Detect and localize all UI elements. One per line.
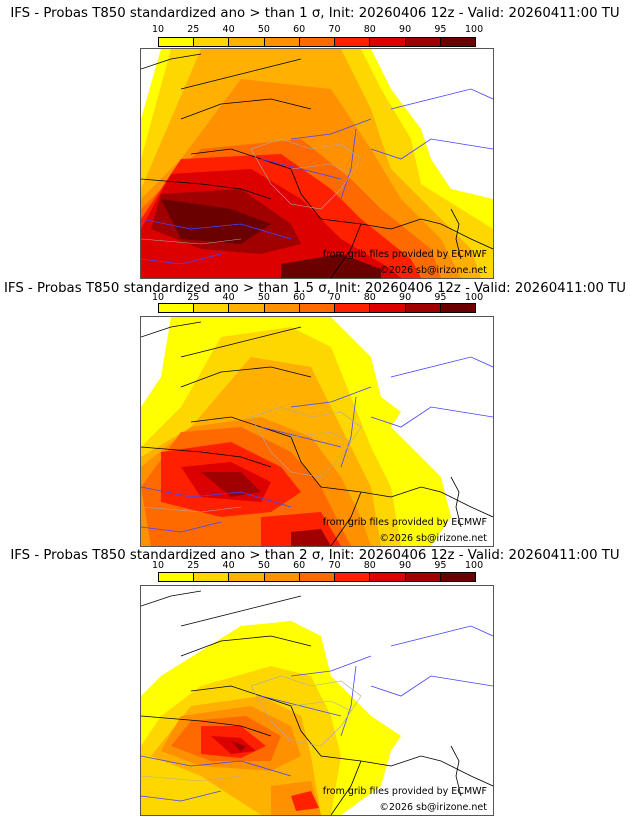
map-3-field bbox=[141, 586, 493, 815]
legend-tick: 100 bbox=[465, 292, 484, 303]
legend-tick: 70 bbox=[328, 292, 341, 303]
colorbar-swatch bbox=[229, 573, 265, 581]
legend-tick: 90 bbox=[399, 24, 412, 35]
panel-2-colorbar bbox=[158, 303, 476, 313]
legend-tick: 80 bbox=[363, 24, 376, 35]
colorbar-swatch bbox=[264, 304, 300, 312]
panel-1-legend-ticks: 10 25 40 50 60 70 80 90 95 100 bbox=[152, 24, 483, 35]
colorbar-swatch bbox=[405, 573, 441, 581]
colorbar-swatch bbox=[159, 38, 195, 46]
colorbar-swatch bbox=[264, 38, 300, 46]
panel-2-source-credit: from grib files provided by ECMWF bbox=[322, 517, 487, 528]
legend-tick: 50 bbox=[257, 24, 270, 35]
panel-3-copyright: ©2026 sb@irizone.net bbox=[379, 802, 487, 813]
legend-tick: 60 bbox=[293, 560, 306, 571]
colorbar-swatch bbox=[194, 304, 230, 312]
panel-3-colorbar bbox=[158, 572, 476, 582]
legend-tick: 50 bbox=[257, 560, 270, 571]
legend-tick: 25 bbox=[187, 560, 200, 571]
colorbar-swatch bbox=[370, 304, 406, 312]
colorbar-swatch bbox=[194, 38, 230, 46]
legend-tick: 40 bbox=[222, 560, 235, 571]
panel-1-source-credit: from grib files provided by ECMWF bbox=[322, 249, 487, 260]
colorbar-swatch bbox=[299, 38, 336, 46]
legend-tick: 95 bbox=[434, 560, 447, 571]
colorbar-swatch bbox=[264, 573, 300, 581]
colorbar-swatch bbox=[159, 573, 195, 581]
panel-2-title: IFS - Probas T850 standardized ano > tha… bbox=[3, 281, 627, 296]
panel-1-copyright: ©2026 sb@irizone.net bbox=[379, 265, 487, 276]
legend-tick: 95 bbox=[434, 292, 447, 303]
colorbar-swatch bbox=[335, 573, 371, 581]
colorbar-swatch bbox=[229, 38, 265, 46]
colorbar-swatch bbox=[335, 304, 371, 312]
colorbar-swatch bbox=[335, 38, 371, 46]
legend-tick: 100 bbox=[465, 560, 484, 571]
legend-tick: 25 bbox=[187, 24, 200, 35]
legend-tick: 100 bbox=[465, 24, 484, 35]
colorbar-swatch bbox=[229, 304, 265, 312]
colorbar-swatch bbox=[370, 573, 406, 581]
panel-2-copyright: ©2026 sb@irizone.net bbox=[379, 533, 487, 544]
colorbar-swatch bbox=[405, 304, 441, 312]
colorbar-swatch bbox=[299, 573, 336, 581]
legend-tick: 80 bbox=[363, 560, 376, 571]
panel-1-title: IFS - Probas T850 standardized ano > tha… bbox=[10, 6, 620, 21]
panel-3-legend-ticks: 10 25 40 50 60 70 80 90 95 100 bbox=[152, 560, 483, 571]
legend-tick: 90 bbox=[399, 292, 412, 303]
legend-tick: 70 bbox=[328, 24, 341, 35]
legend-tick: 60 bbox=[293, 24, 306, 35]
colorbar-swatch bbox=[159, 304, 195, 312]
colorbar-swatch bbox=[440, 38, 475, 46]
map-2-field bbox=[141, 317, 493, 546]
legend-tick: 10 bbox=[151, 560, 165, 571]
panel-3-map: from grib files provided by ECMWF ©2026 … bbox=[140, 585, 494, 816]
colorbar-swatch bbox=[370, 38, 406, 46]
map-1-field bbox=[141, 49, 493, 278]
legend-tick: 95 bbox=[434, 24, 447, 35]
colorbar-swatch bbox=[440, 304, 475, 312]
legend-tick: 25 bbox=[187, 292, 200, 303]
panel-1-map: from grib files provided by ECMWF ©2026 … bbox=[140, 48, 494, 279]
legend-tick: 10 bbox=[151, 24, 165, 35]
colorbar-swatch bbox=[440, 573, 475, 581]
legend-tick: 50 bbox=[257, 292, 270, 303]
panel-2-legend-ticks: 10 25 40 50 60 70 80 90 95 100 bbox=[152, 292, 483, 303]
colorbar-swatch bbox=[405, 38, 441, 46]
legend-tick: 70 bbox=[328, 560, 341, 571]
legend-tick: 90 bbox=[399, 560, 412, 571]
legend-tick: 60 bbox=[293, 292, 306, 303]
legend-tick: 40 bbox=[222, 24, 235, 35]
legend-tick: 10 bbox=[151, 292, 165, 303]
legend-tick: 40 bbox=[222, 292, 235, 303]
panel-3-title: IFS - Probas T850 standardized ano > tha… bbox=[10, 548, 620, 563]
panel-3-source-credit: from grib files provided by ECMWF bbox=[322, 786, 487, 797]
colorbar-swatch bbox=[299, 304, 336, 312]
colorbar-swatch bbox=[194, 573, 230, 581]
legend-tick: 80 bbox=[363, 292, 376, 303]
panel-2-map: from grib files provided by ECMWF ©2026 … bbox=[140, 316, 494, 547]
panel-1-colorbar bbox=[158, 37, 476, 47]
